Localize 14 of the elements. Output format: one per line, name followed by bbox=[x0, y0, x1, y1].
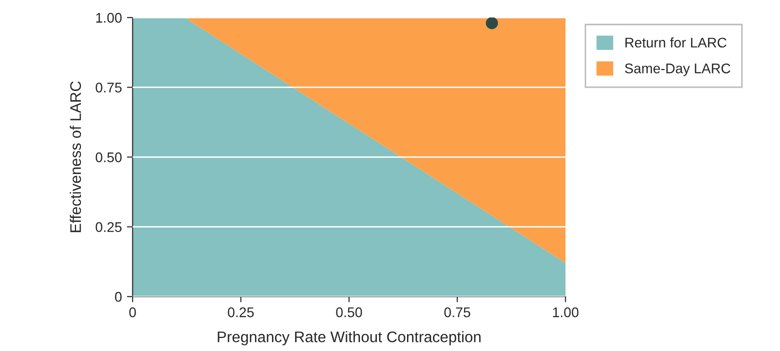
legend-label: Return for LARC bbox=[625, 37, 726, 48]
x-tick-label: 0.75 bbox=[444, 307, 470, 318]
x-tick-label: 0.50 bbox=[336, 307, 362, 318]
y-axis-title: Effectiveness of LARC bbox=[70, 81, 82, 232]
x-tick-label: 0.25 bbox=[228, 307, 254, 318]
x-tick-label: 1.00 bbox=[553, 307, 578, 318]
y-tick-label: 0.25 bbox=[96, 222, 122, 232]
y-tick-label: 0.50 bbox=[96, 152, 122, 162]
x-axis-title: Pregnancy Rate Without Contraception bbox=[218, 331, 481, 346]
y-tick-label: 1.00 bbox=[96, 12, 122, 23]
x-tick-label: 0 bbox=[129, 307, 136, 318]
y-tick-label: 0 bbox=[115, 292, 122, 302]
y-tick-label: 0.75 bbox=[96, 82, 122, 92]
legend-label: Same-Day LARC bbox=[624, 64, 730, 76]
